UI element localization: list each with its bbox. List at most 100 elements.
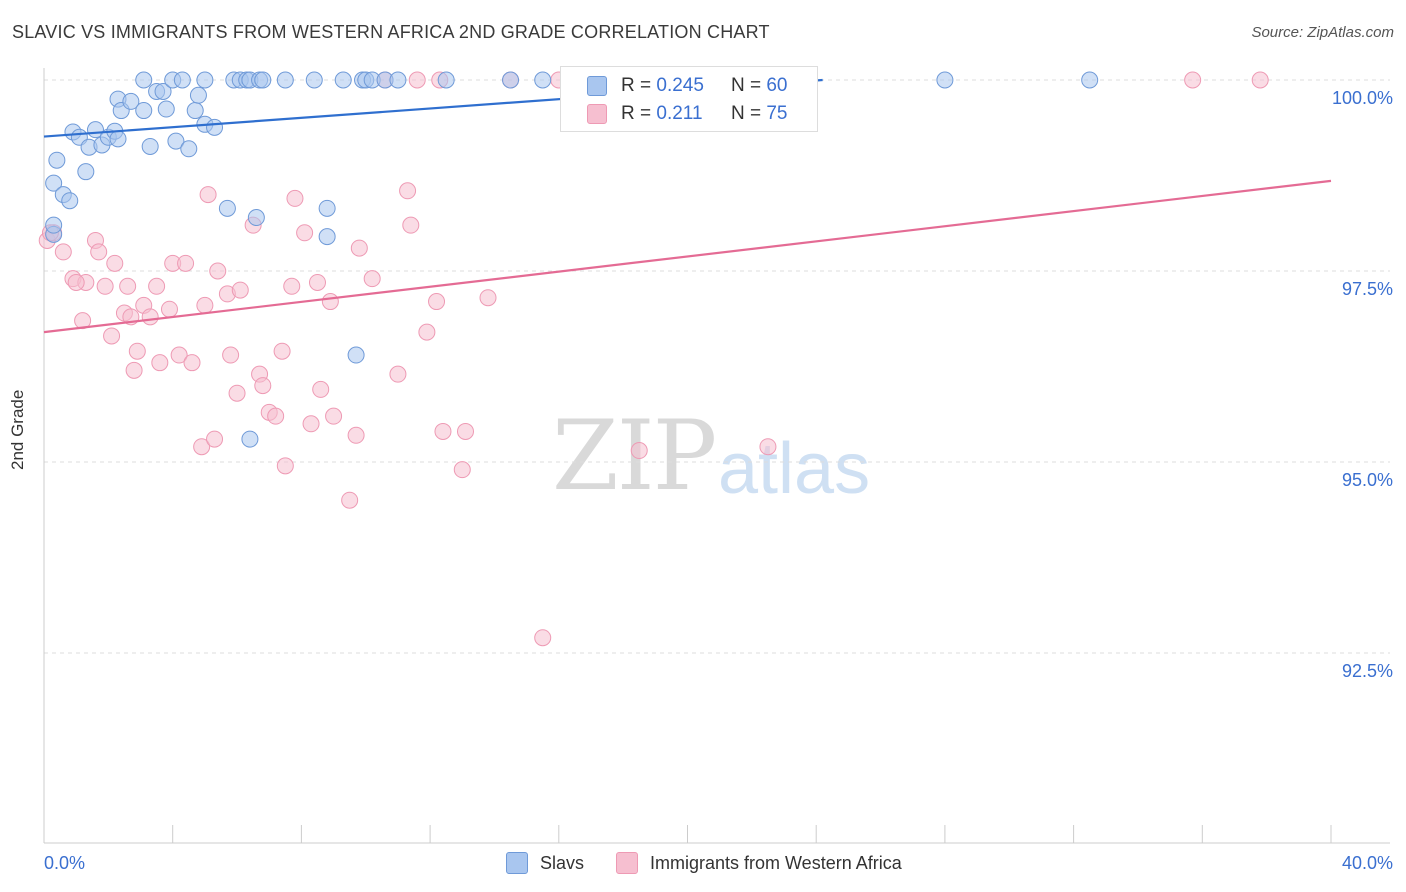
point-immigrants [222,346,240,364]
point-immigrants [630,442,648,460]
point-immigrants [341,491,359,509]
point-immigrants [759,438,777,456]
legend-r-label: R = [621,75,652,96]
point-slavs [196,71,214,89]
point-slavs [254,71,272,89]
bottom-legend-label-slavs: Slavs [540,852,585,873]
point-slavs [318,199,336,217]
legend-swatch-blue [587,76,607,96]
point-slavs [189,86,207,104]
point-immigrants [177,254,195,272]
point-slavs [45,174,63,192]
point-slavs [135,102,153,120]
point-immigrants [228,384,246,402]
point-immigrants [479,289,497,307]
point-slavs [45,216,63,234]
point-slavs [180,140,198,158]
point-immigrants [1251,71,1269,89]
point-immigrants [325,407,343,425]
point-immigrants [196,296,214,314]
legend-n-value-slavs: 60 [766,75,788,96]
point-slavs [936,71,954,89]
point-immigrants [125,361,143,379]
point-immigrants [254,377,272,395]
point-slavs [218,199,236,217]
point-slavs [109,130,127,148]
point-immigrants [119,277,137,295]
point-immigrants [199,186,217,204]
y-tick-label: 97.5% [1342,279,1393,299]
point-immigrants [286,189,304,207]
point-slavs [534,71,552,89]
point-slavs [186,102,204,120]
point-slavs [122,92,140,110]
point-slavs [141,137,159,155]
y-tick-label: 92.5% [1342,661,1393,681]
point-immigrants [534,629,552,647]
point-immigrants [434,422,452,440]
point-immigrants [96,277,114,295]
point-slavs [61,192,79,210]
point-immigrants [1184,71,1202,89]
legend-r-value-immigrants: 0.211 [656,103,703,124]
point-immigrants [363,270,381,288]
point-immigrants [350,239,368,257]
point-immigrants [160,300,178,318]
x-tick-label-min: 0.0% [44,853,85,873]
point-slavs [167,132,185,150]
point-slavs [318,228,336,246]
point-immigrants [428,293,446,311]
tick-labels: 100.0% 97.5% 95.0% 92.5% 0.0% 40.0% [44,88,1393,873]
point-immigrants [193,438,211,456]
point-slavs [247,209,265,227]
point-immigrants [302,415,320,433]
point-immigrants [453,461,471,479]
point-slavs [206,118,224,136]
y-tick-label: 95.0% [1342,470,1393,490]
correlation-legend: R = 0.245 N = 60 R = 0.211 N = 75 [560,66,818,132]
point-immigrants [296,224,314,242]
watermark-atlas: atlas [718,429,871,509]
legend-row-immigrants: R = 0.211 N = 75 [587,101,787,127]
point-immigrants [90,243,108,261]
point-immigrants [128,342,146,360]
point-slavs [135,71,153,89]
bottom-legend-swatch-blue [506,852,528,874]
point-immigrants [54,243,72,261]
legend-n-value-immigrants: 75 [766,103,788,124]
point-immigrants [103,327,121,345]
trend-line-immigrants [43,179,1332,334]
legend-n-label: N = [730,75,762,96]
point-slavs [389,71,407,89]
point-immigrants [209,262,227,280]
point-immigrants [148,277,166,295]
point-slavs [154,82,172,100]
point-immigrants [151,354,169,372]
point-slavs [48,151,66,169]
point-slavs [241,430,259,448]
series-immigrants-western-africa [38,71,1269,647]
point-slavs [305,71,323,89]
point-immigrants [106,254,124,272]
legend-r-label: R = [621,103,652,124]
point-slavs [437,71,455,89]
point-immigrants [389,365,407,383]
point-slavs [502,71,520,89]
point-immigrants [67,273,85,291]
gridlines [44,79,1390,654]
point-immigrants [183,354,201,372]
x-tick-label-max: 40.0% [1342,853,1393,873]
axes [43,68,1390,844]
point-immigrants [399,182,417,200]
point-slavs [157,100,175,118]
legend-swatch-pink [587,104,607,124]
bottom-legend-immigrants: Immigrants from Western Africa [616,852,902,874]
point-slavs [1081,71,1099,89]
y-tick-label: 100.0% [1332,88,1393,108]
point-immigrants [456,422,474,440]
legend-n-label: N = [730,103,762,124]
point-immigrants [418,323,436,341]
point-slavs [77,163,95,181]
point-immigrants [321,293,339,311]
